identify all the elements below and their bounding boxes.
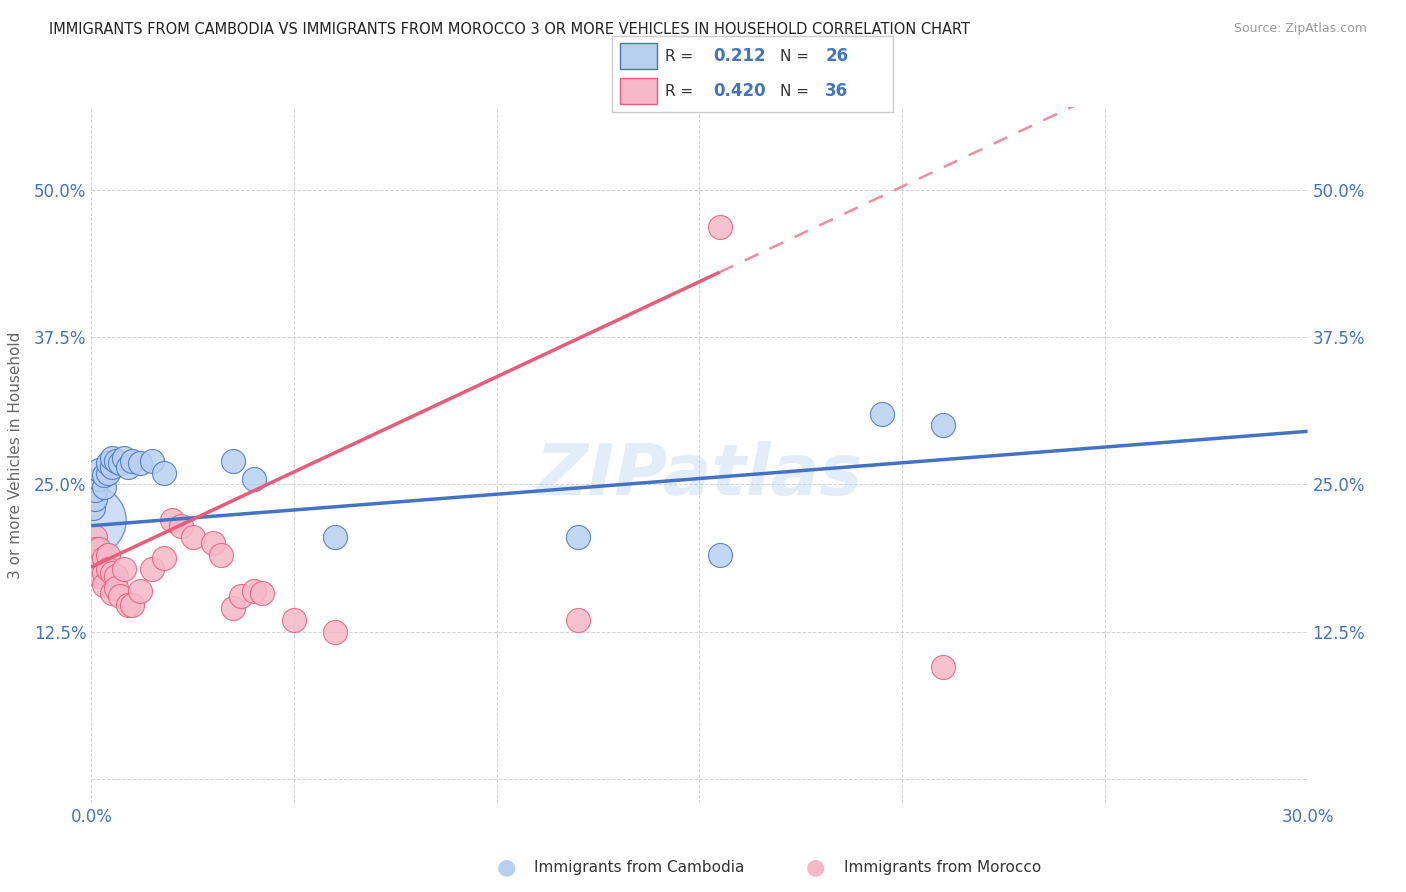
Point: [202, 536, 225, 550]
Point: [104, 581, 127, 595]
Point: [242, 583, 264, 598]
Point: [117, 459, 139, 474]
Text: 26: 26: [825, 47, 848, 65]
Point: [80, 513, 103, 527]
Point: [89, 463, 111, 477]
Point: [93, 467, 115, 482]
Point: [84, 531, 107, 545]
Point: [250, 586, 273, 600]
FancyBboxPatch shape: [620, 78, 657, 104]
Text: Immigrants from Morocco: Immigrants from Morocco: [844, 860, 1040, 874]
Point: [709, 548, 731, 562]
Point: [104, 454, 127, 468]
Point: [567, 613, 589, 627]
Point: [84, 542, 107, 557]
Point: [141, 562, 163, 576]
Point: [153, 550, 176, 565]
Text: R =: R =: [665, 49, 699, 63]
Point: [567, 531, 589, 545]
Point: [97, 456, 120, 470]
Text: Immigrants from Cambodia: Immigrants from Cambodia: [534, 860, 745, 874]
FancyBboxPatch shape: [620, 44, 657, 69]
Text: R =: R =: [665, 84, 699, 98]
Point: [89, 569, 111, 583]
Point: [97, 466, 120, 480]
Point: [153, 466, 176, 480]
Point: [93, 550, 115, 565]
Point: [89, 558, 111, 572]
Point: [222, 454, 245, 468]
Point: [709, 220, 731, 235]
Text: ZIPatlas: ZIPatlas: [536, 442, 863, 510]
Point: [100, 451, 122, 466]
Text: 0.420: 0.420: [713, 82, 765, 100]
Point: [89, 542, 111, 557]
Point: [121, 454, 143, 468]
Point: [162, 513, 184, 527]
Text: ●: ●: [496, 857, 516, 877]
Point: [181, 531, 204, 545]
Point: [169, 518, 191, 533]
Point: [141, 454, 163, 468]
Text: N =: N =: [780, 49, 814, 63]
Point: [93, 566, 115, 580]
Point: [129, 456, 152, 470]
Text: ●: ●: [806, 857, 825, 877]
Text: IMMIGRANTS FROM CAMBODIA VS IMMIGRANTS FROM MOROCCO 3 OR MORE VEHICLES IN HOUSEH: IMMIGRANTS FROM CAMBODIA VS IMMIGRANTS F…: [49, 22, 970, 37]
Point: [97, 562, 120, 576]
Point: [117, 598, 139, 612]
Point: [242, 471, 264, 485]
Point: [93, 577, 115, 591]
Point: [100, 586, 122, 600]
Text: 36: 36: [825, 82, 848, 100]
Text: 0.212: 0.212: [713, 47, 765, 65]
Point: [112, 451, 135, 466]
Point: [870, 407, 893, 421]
Point: [97, 548, 120, 562]
Point: [84, 554, 107, 568]
Y-axis label: 3 or more Vehicles in Household: 3 or more Vehicles in Household: [8, 331, 22, 579]
FancyBboxPatch shape: [612, 36, 893, 112]
Point: [931, 418, 953, 433]
Point: [93, 480, 115, 494]
Point: [121, 598, 143, 612]
Point: [323, 531, 346, 545]
Text: Source: ZipAtlas.com: Source: ZipAtlas.com: [1233, 22, 1367, 36]
Point: [209, 548, 232, 562]
Point: [104, 569, 127, 583]
Point: [100, 459, 122, 474]
Point: [84, 491, 107, 506]
Point: [100, 566, 122, 580]
Point: [89, 471, 111, 485]
Text: N =: N =: [780, 84, 814, 98]
Point: [84, 483, 107, 498]
Point: [112, 562, 135, 576]
Point: [108, 456, 131, 470]
Point: [931, 660, 953, 674]
Point: [231, 590, 253, 604]
Point: [82, 500, 104, 515]
Point: [283, 613, 305, 627]
Point: [222, 601, 245, 615]
Point: [129, 583, 152, 598]
Point: [323, 624, 346, 639]
Point: [108, 590, 131, 604]
